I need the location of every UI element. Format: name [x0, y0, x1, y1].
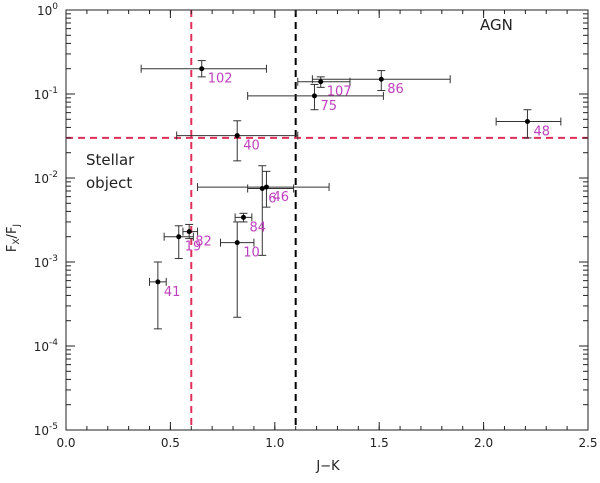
- x-tick-label: 0.5: [161, 436, 180, 450]
- x-tick-label: 2.5: [578, 436, 597, 450]
- data-point: [234, 240, 240, 246]
- data-point: [263, 184, 269, 190]
- plot-frame: [65, 9, 589, 431]
- data-point: [155, 279, 161, 285]
- data-point-label: 75: [320, 99, 337, 114]
- data-point: [378, 76, 384, 82]
- x-tick-label: 1.5: [370, 436, 389, 450]
- y-tick-label: 10-5: [34, 422, 58, 438]
- y-axis-title: FX/FJ: [5, 224, 22, 252]
- data-point-label: 46: [272, 190, 289, 205]
- x-tick-label: 1.0: [265, 436, 284, 450]
- y-tick-label: 100: [37, 2, 58, 18]
- data-point: [318, 79, 324, 85]
- y-tick-label-exponent: -3: [49, 254, 58, 264]
- data-point-label: 41: [164, 285, 181, 300]
- data-point-label: 40: [243, 139, 260, 154]
- data-point: [524, 119, 530, 125]
- y-tick-label: 10-2: [34, 170, 58, 186]
- stellar-region-label-line1: Stellar: [86, 151, 135, 169]
- y-tick-label: 10-3: [34, 254, 58, 270]
- data-point-label: 86: [387, 82, 404, 97]
- y-tick-label-exponent: 0: [52, 2, 58, 12]
- data-point-label: 48: [533, 125, 550, 140]
- y-tick-label-base: 10: [34, 256, 49, 270]
- y-axis-title-sub-num: X: [12, 238, 22, 244]
- data-point: [311, 93, 317, 99]
- y-tick-label-base: 10: [34, 172, 49, 186]
- reference-lines: [66, 10, 588, 430]
- data-point: [259, 185, 265, 191]
- data-point: [186, 229, 192, 235]
- svg-text:FX/FJ: FX/FJ: [5, 224, 22, 252]
- error-bars: [140, 60, 562, 330]
- y-tick-label-exponent: -4: [49, 338, 58, 348]
- agn-region-label: AGN: [480, 16, 513, 34]
- y-tick-label-base: 10: [34, 88, 49, 102]
- y-tick-label-exponent: -2: [49, 170, 58, 180]
- y-tick-label-exponent: -1: [49, 86, 58, 96]
- x-tick-label: 2.0: [474, 436, 493, 450]
- stellar-region-label-line2: object: [86, 174, 132, 192]
- data-point-label: 10: [243, 246, 260, 261]
- data-point-label: 19: [185, 240, 202, 255]
- x-axis-ticks: 0.0 0.5 1.0 1.5 2.0 2.5: [56, 10, 598, 450]
- y-tick-label-base: 10: [34, 424, 49, 438]
- data-point-label: 82: [195, 235, 212, 250]
- y-tick-label-base: 10: [34, 340, 49, 354]
- y-axis-title-slash: /: [5, 233, 20, 238]
- data-points: [155, 66, 530, 285]
- data-point: [234, 133, 240, 139]
- y-axis-title-main-den: F: [5, 227, 20, 234]
- data-point-label: 107: [327, 85, 352, 100]
- data-point: [240, 214, 246, 220]
- y-axis-title-main: F: [5, 245, 20, 252]
- data-point-label: 84: [249, 220, 266, 235]
- y-tick-label-exponent: -5: [49, 422, 58, 432]
- y-tick-label: 10-1: [34, 86, 58, 102]
- x-axis-title: J−K: [315, 459, 340, 474]
- data-point: [199, 66, 205, 72]
- y-tick-label-base: 10: [37, 4, 52, 18]
- data-point-label: 102: [208, 72, 233, 87]
- data-point: [176, 234, 182, 240]
- y-axis-title-sub-den: J: [12, 224, 22, 228]
- y-tick-label: 10-4: [34, 338, 59, 354]
- data-point-label: 6: [268, 191, 276, 206]
- x-tick-label: 0.0: [56, 436, 75, 450]
